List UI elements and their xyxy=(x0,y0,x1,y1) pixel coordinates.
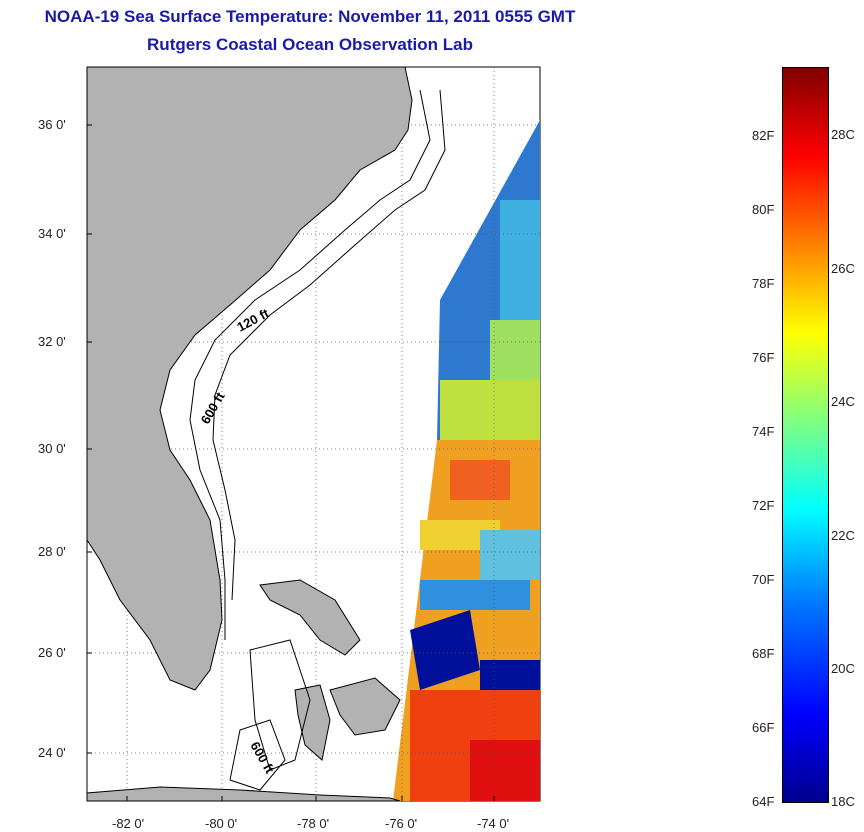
colorbar-label-f: 82F xyxy=(752,128,775,143)
colorbar-label-f: 74F xyxy=(752,424,775,439)
lon-label: -80 0' xyxy=(205,816,238,831)
lat-label: 28 0' xyxy=(38,544,66,559)
colorbar-label-c: 26C xyxy=(831,261,855,276)
lat-label: 24 0' xyxy=(38,745,66,760)
colorbar-label-c: 24C xyxy=(831,394,855,409)
map-subtitle: Rutgers Coastal Ocean Observation Lab xyxy=(147,35,473,54)
colorbar-label-c: 20C xyxy=(831,661,855,676)
temperature-colorbar xyxy=(782,67,829,803)
colorbar-label-f: 76F xyxy=(752,350,775,365)
colorbar-label-c: 18C xyxy=(831,794,855,809)
lat-label: 32 0' xyxy=(38,334,66,349)
lat-label: 34 0' xyxy=(38,226,66,241)
bahamas-islands xyxy=(259,579,401,761)
colorbar-label-c: 28C xyxy=(831,127,855,142)
colorbar-label-f: 70F xyxy=(752,572,775,587)
lat-label: 26 0' xyxy=(38,645,66,660)
us-coast-land xyxy=(86,66,413,691)
colorbar-label-f: 80F xyxy=(752,202,775,217)
colorbar-label-f: 72F xyxy=(752,498,775,513)
depth-contours xyxy=(189,89,446,791)
cuba-land xyxy=(86,786,401,802)
colorbar-label-c: 22C xyxy=(831,528,855,543)
colorbar-label-f: 68F xyxy=(752,646,775,661)
lon-label: -78 0' xyxy=(297,816,330,831)
lat-label: 30 0' xyxy=(38,441,66,456)
colorbar-label-f: 66F xyxy=(752,720,775,735)
lon-label: -82 0' xyxy=(112,816,145,831)
lon-label: -74 0' xyxy=(477,816,510,831)
colorbar-label-f: 78F xyxy=(752,276,775,291)
lon-label: -76 0' xyxy=(385,816,418,831)
axis-ticks xyxy=(87,124,495,801)
sst-swath xyxy=(393,120,540,801)
lat-label: 36 0' xyxy=(38,117,66,132)
colorbar-label-f: 64F xyxy=(752,794,775,809)
map-title: NOAA-19 Sea Surface Temperature: Novembe… xyxy=(44,7,576,26)
